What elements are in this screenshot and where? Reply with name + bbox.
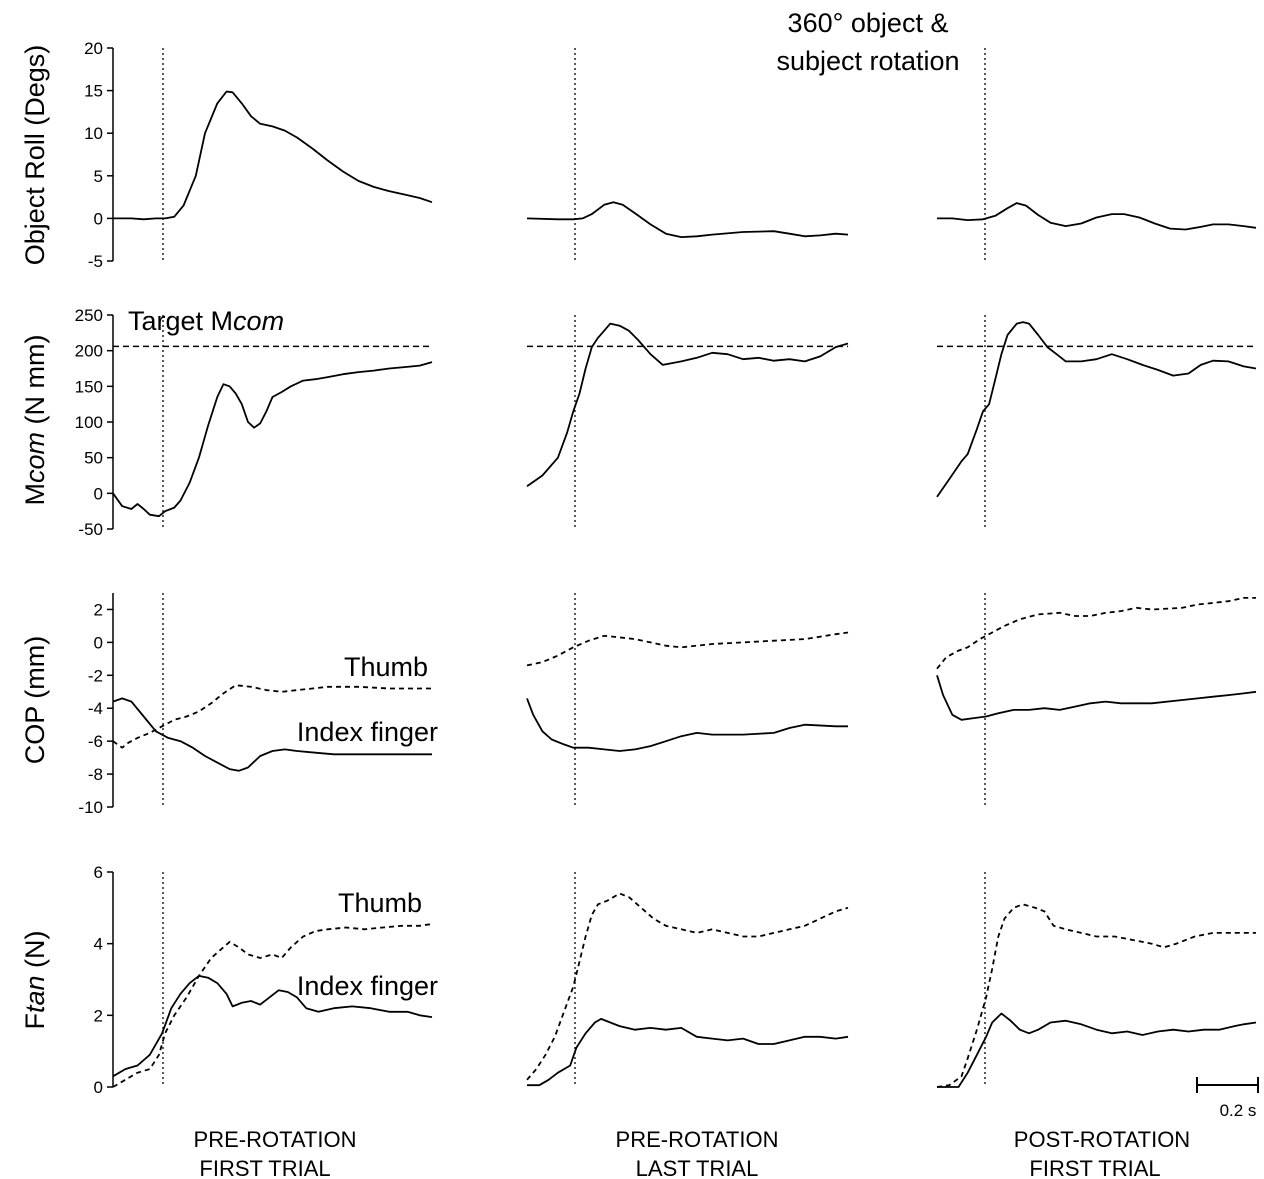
scale-bar-label: 0.2 s	[1220, 1101, 1257, 1120]
y-tick-label-row2: 150	[75, 377, 103, 396]
figure-title-line1: 360° object &	[788, 8, 949, 38]
y-tick-label-row3: 2	[94, 600, 103, 619]
column-labels: PRE-ROTATION FIRST TRIAL PRE-ROTATION LA…	[194, 1127, 1191, 1179]
y-tick-label-row2: 50	[84, 449, 103, 468]
y-tick-label-row4: 6	[94, 863, 103, 882]
y-tick-label-row3: -8	[88, 765, 103, 784]
y-tick-label-row1: 20	[84, 39, 103, 58]
y-axis-label-row3: COP (mm)	[20, 636, 50, 765]
y-tick-label-row3: 0	[94, 633, 103, 652]
trace-row1-col3-line	[937, 203, 1256, 229]
y-tick-label-row2: 200	[75, 342, 103, 361]
trace-row2-col1-line	[113, 362, 432, 516]
y-tick-label-row2: 250	[75, 306, 103, 325]
y-tick-label-row3: -6	[88, 732, 103, 751]
cop-thumb-label: Thumb	[344, 652, 428, 682]
index-finger-row4-col3-line	[937, 1014, 1256, 1088]
y-axis-label-row4: Ftan (N)	[20, 930, 50, 1029]
thumb-row4-col3-line	[937, 904, 1256, 1087]
y-tick-label-row1: 15	[84, 82, 103, 101]
ftan-thumb-label: Thumb	[338, 888, 422, 918]
col1-line2: FIRST TRIAL	[199, 1156, 330, 1179]
y-tick-label-row1: -5	[88, 252, 103, 271]
col3-line1: POST-ROTATION	[1014, 1127, 1190, 1152]
y-tick-label-row3: -10	[78, 798, 103, 817]
y-tick-label-row3: -2	[88, 666, 103, 685]
trace-row1-col2-line	[527, 202, 848, 237]
y-axis-label-row2: Mcom (N mm)	[20, 335, 50, 506]
y-tick-label-row2: -50	[78, 520, 103, 539]
y-tick-label-row1: 10	[84, 124, 103, 143]
trace-row1-col1-line	[113, 92, 432, 220]
y-tick-label-row1: 5	[94, 167, 103, 186]
y-axis-label-row1: Object Roll (Degs)	[20, 45, 50, 266]
thumb-row4-col1-line	[113, 924, 432, 1087]
y-tick-label-row2: 0	[94, 484, 103, 503]
y-tick-label-row3: -4	[88, 699, 103, 718]
y-tick-label-row4: 0	[94, 1078, 103, 1097]
ftan-index-label: Index finger	[297, 971, 438, 1001]
y-tick-label-row2: 100	[75, 413, 103, 432]
col1-line1: PRE-ROTATION	[194, 1127, 357, 1152]
y-tick-label-row4: 2	[94, 1006, 103, 1025]
target-mcom-label: Target Mcom	[128, 306, 284, 336]
col3-line2: FIRST TRIAL	[1029, 1156, 1160, 1179]
col2-line2: LAST TRIAL	[636, 1156, 759, 1179]
col2-line1: PRE-ROTATION	[616, 1127, 779, 1152]
y-tick-label-row1: 0	[94, 209, 103, 228]
curves-layer	[113, 92, 1256, 1088]
figure-title-line2: subject rotation	[776, 46, 959, 76]
y-tick-label-row4: 4	[94, 935, 103, 954]
scale-bar: 0.2 s	[1197, 1077, 1258, 1120]
cop-index-label: Index finger	[297, 717, 438, 747]
